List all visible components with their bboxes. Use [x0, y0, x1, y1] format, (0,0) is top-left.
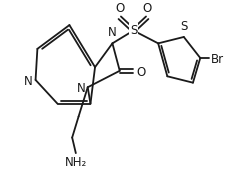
Text: O: O — [136, 66, 145, 79]
Text: N: N — [108, 27, 117, 39]
Text: S: S — [180, 20, 187, 33]
Text: NH₂: NH₂ — [65, 156, 87, 169]
Text: O: O — [115, 2, 124, 14]
Text: N: N — [76, 82, 85, 95]
Text: O: O — [143, 2, 152, 14]
Text: Br: Br — [211, 53, 224, 66]
Text: S: S — [130, 24, 137, 37]
Text: N: N — [24, 75, 33, 88]
